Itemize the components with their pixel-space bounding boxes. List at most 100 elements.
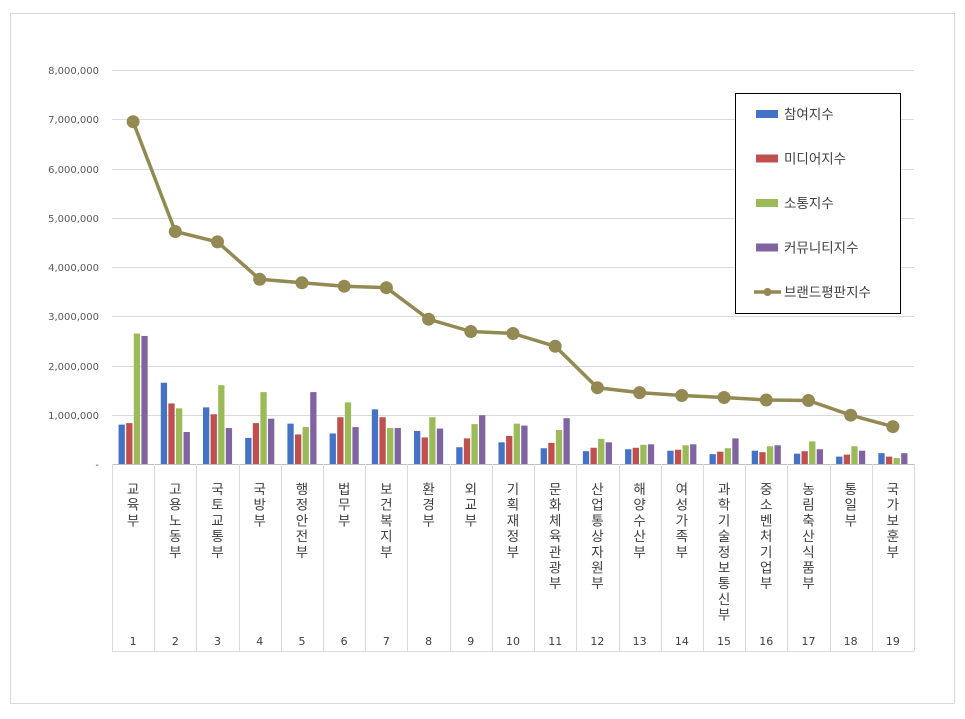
bar: [563, 418, 570, 464]
bar: [245, 437, 252, 464]
bar: [605, 442, 612, 464]
bar: [843, 454, 851, 464]
x-rank-label: 15: [717, 635, 731, 648]
bar: [267, 418, 275, 464]
line-series: [126, 115, 900, 434]
bar: [168, 403, 175, 464]
bar: [225, 428, 233, 464]
bar: [429, 417, 436, 464]
bar: [118, 424, 125, 464]
line-point: [211, 235, 224, 249]
bar: [183, 431, 190, 464]
bar: [836, 456, 843, 464]
line-point: [759, 393, 773, 407]
y-tick-label: 6,000,000: [48, 165, 99, 176]
y-tick-label: 3,000,000: [48, 312, 99, 323]
bar: [801, 451, 808, 464]
bar: [141, 335, 148, 464]
bar: [463, 438, 471, 464]
line-point: [126, 115, 140, 129]
bar: [809, 441, 816, 464]
bar: [329, 433, 336, 464]
line-point: [633, 386, 647, 400]
line-point: [886, 420, 900, 434]
x-rank-label: 7: [383, 635, 390, 648]
y-tick-label: 4,000,000: [48, 263, 99, 274]
x-rank-label: 1: [130, 635, 137, 648]
bar: [709, 454, 716, 464]
legend-entry-label: 커뮤니티지수: [784, 241, 859, 257]
bar: [175, 408, 183, 464]
line-point: [802, 394, 815, 407]
y-tick-label: 2,000,000: [48, 362, 99, 373]
x-rank-label: 8: [425, 635, 432, 648]
bar: [893, 458, 900, 464]
line-point: [295, 276, 309, 290]
bar: [851, 446, 858, 464]
x-rank-label: 18: [844, 635, 858, 648]
bar: [414, 431, 421, 464]
bar: [647, 444, 655, 464]
bar: [540, 448, 547, 464]
line-point: [379, 281, 393, 295]
bar: [625, 449, 632, 464]
bar: [667, 450, 674, 464]
legend-swatch: [756, 199, 778, 207]
bar: [548, 442, 555, 464]
x-rank-label: 17: [801, 635, 815, 648]
line-point: [548, 339, 562, 353]
legend-swatch: [756, 243, 778, 252]
legend-entry-label: 미디어지수: [784, 152, 846, 168]
x-rank-label: 5: [298, 635, 305, 648]
x-rank-label: 6: [341, 635, 348, 648]
bar: [598, 438, 605, 464]
bar: [682, 445, 689, 464]
bar: [582, 451, 590, 464]
bar: [759, 452, 766, 464]
line-point: [844, 408, 858, 422]
bar: [751, 450, 759, 464]
bar: [506, 435, 513, 464]
line-point: [337, 279, 351, 293]
bar: [126, 423, 133, 464]
y-axis-ticks: - 1,000,000 2,000,000 3,000,000 4,000,000 5,0…: [48, 66, 99, 471]
line-point: [506, 327, 520, 340]
bar: [885, 456, 893, 464]
line-point: [464, 325, 478, 338]
legend-entry-label: 참여지수: [784, 107, 834, 123]
bar: [690, 444, 697, 464]
y-tick-label: 5,000,000: [48, 214, 99, 225]
bar: [302, 427, 309, 464]
bar: [421, 437, 428, 464]
bar: [160, 382, 168, 464]
x-rank-label: 4: [256, 635, 263, 648]
bar: [513, 423, 520, 464]
bar: [674, 449, 682, 464]
bar: [521, 425, 528, 464]
bar: [774, 445, 781, 464]
bar: [371, 409, 379, 464]
x-axis: 교 육 부 1 고 용 노 동 부 2 국 토 교 통 부 3 국 방 부 4 행 정 안 전 부 5 법 무 부 6 보 건 복 지 부 7 환 경 부 8…: [112, 464, 915, 652]
line-point: [422, 312, 436, 326]
x-rank-label: 11: [548, 635, 562, 648]
bar: [590, 447, 597, 464]
bar: [210, 414, 217, 464]
bar: [352, 427, 359, 464]
bar: [337, 417, 344, 464]
bar: [640, 444, 647, 464]
x-rank-label: 16: [759, 635, 773, 648]
y-tick-label: -: [95, 460, 99, 471]
